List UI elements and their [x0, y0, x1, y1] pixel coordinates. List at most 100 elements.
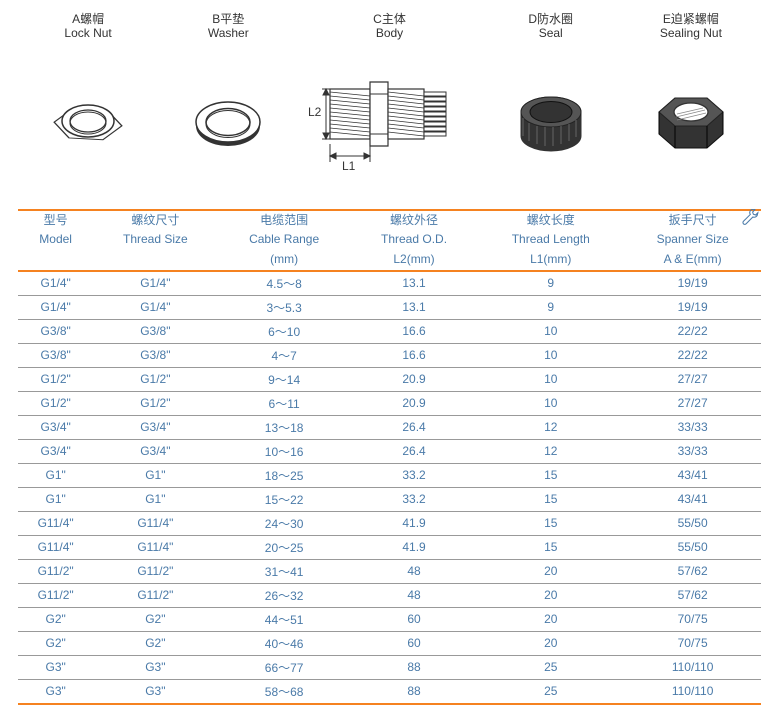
- sealing-nut-icon: [641, 69, 741, 169]
- table-cell: 40～46: [217, 631, 350, 655]
- col-header-en: Cable Range: [217, 230, 350, 250]
- table-cell: 22/22: [624, 319, 761, 343]
- table-cell: 4～7: [217, 343, 350, 367]
- part-label-en: Lock Nut: [18, 26, 158, 40]
- table-cell: 33.2: [351, 487, 477, 511]
- table-cell: G1/2": [93, 367, 217, 391]
- table-cell: G3": [93, 679, 217, 704]
- table-cell: G2": [93, 607, 217, 631]
- table-cell: 33.2: [351, 463, 477, 487]
- table-cell: 25: [477, 679, 624, 704]
- table-cell: 6～11: [217, 391, 350, 415]
- col-header-cn: 电缆范围: [217, 210, 350, 231]
- table-cell: G2": [93, 631, 217, 655]
- table-cell: 27/27: [624, 367, 761, 391]
- table-cell: G3/8": [18, 343, 93, 367]
- table-cell: 18～25: [217, 463, 350, 487]
- table-cell: 88: [351, 679, 477, 704]
- table-cell: 12: [477, 415, 624, 439]
- table-cell: 60: [351, 631, 477, 655]
- table-row: G11/4"G11/4"20～2541.91555/50: [18, 535, 761, 559]
- table-cell: G1": [93, 463, 217, 487]
- part-label-en: Seal: [481, 26, 621, 40]
- washer-icon: [178, 69, 278, 169]
- table-row: G2"G2"44～51602070/75: [18, 607, 761, 631]
- table-cell: G1/4": [93, 271, 217, 296]
- table-cell: 9: [477, 295, 624, 319]
- body-icon: L2 L1: [300, 44, 480, 194]
- table-cell: 13～18: [217, 415, 350, 439]
- table-cell: 10: [477, 343, 624, 367]
- col-header-sub: [93, 250, 217, 271]
- table-cell: G11/2": [93, 583, 217, 607]
- table-cell: G2": [18, 607, 93, 631]
- table-cell: G3": [18, 679, 93, 704]
- table-cell: 70/75: [624, 607, 761, 631]
- table-cell: 3～5.3: [217, 295, 350, 319]
- table-cell: G11/2": [18, 559, 93, 583]
- table-cell: 4.5～8: [217, 271, 350, 296]
- table-cell: 26.4: [351, 439, 477, 463]
- table-cell: 70/75: [624, 631, 761, 655]
- col-header-cn: 螺纹外径: [351, 210, 477, 231]
- table-cell: G11/4": [93, 535, 217, 559]
- part-label-cn: D防水圈: [481, 12, 621, 26]
- table-cell: 48: [351, 583, 477, 607]
- part-label-cn: A螺帽: [18, 12, 158, 26]
- table-cell: 10～16: [217, 439, 350, 463]
- table-cell: 15: [477, 463, 624, 487]
- table-row: G1/4"G1/4"3～5.313.1919/19: [18, 295, 761, 319]
- col-header-sub: (mm): [217, 250, 350, 271]
- table-row: G11/2"G11/2"26～32482057/62: [18, 583, 761, 607]
- table-row: G11/4"G11/4"24～3041.91555/50: [18, 511, 761, 535]
- table-cell: G11/4": [93, 511, 217, 535]
- table-cell: 16.6: [351, 319, 477, 343]
- table-cell: 44～51: [217, 607, 350, 631]
- table-cell: 57/62: [624, 583, 761, 607]
- part-sealing-nut: E迫紧螺帽 Sealing Nut: [621, 12, 761, 189]
- parts-diagram-row: A螺帽 Lock Nut B平垫 Washer: [18, 12, 761, 189]
- col-header-en: Thread Size: [93, 230, 217, 250]
- table-row: G11/2"G11/2"31～41482057/62: [18, 559, 761, 583]
- table-cell: 55/50: [624, 511, 761, 535]
- table-cell: G3/8": [18, 319, 93, 343]
- table-row: G3/4"G3/4"13～1826.41233/33: [18, 415, 761, 439]
- table-row: G1"G1"18～2533.21543/41: [18, 463, 761, 487]
- table-cell: 16.6: [351, 343, 477, 367]
- col-header-en: Model: [18, 230, 93, 250]
- col-header-sub: L1(mm): [477, 250, 624, 271]
- table-cell: G1/4": [18, 295, 93, 319]
- table-cell: G1": [18, 463, 93, 487]
- part-label-cn: B平垫: [158, 12, 298, 26]
- table-cell: G1": [93, 487, 217, 511]
- table-cell: G3/4": [93, 415, 217, 439]
- table-cell: G3/4": [18, 439, 93, 463]
- table-cell: 13.1: [351, 295, 477, 319]
- table-cell: 24～30: [217, 511, 350, 535]
- table-cell: G3/4": [18, 415, 93, 439]
- table-cell: 15: [477, 535, 624, 559]
- table-cell: 20～25: [217, 535, 350, 559]
- table-cell: 25: [477, 655, 624, 679]
- table-cell: G3": [18, 655, 93, 679]
- col-header-en: Spanner Size: [624, 230, 761, 250]
- table-cell: G1/4": [93, 295, 217, 319]
- table-cell: 10: [477, 391, 624, 415]
- table-row: G3"G3"58～688825110/110: [18, 679, 761, 704]
- table-cell: 13.1: [351, 271, 477, 296]
- table-cell: 20.9: [351, 391, 477, 415]
- table-cell: 41.9: [351, 511, 477, 535]
- part-label-en: Washer: [158, 26, 298, 40]
- table-cell: 48: [351, 559, 477, 583]
- table-cell: G2": [18, 631, 93, 655]
- table-row: G1/4"G1/4"4.5～813.1919/19: [18, 271, 761, 296]
- table-cell: 43/41: [624, 463, 761, 487]
- table-row: G3/8"G3/8"4～716.61022/22: [18, 343, 761, 367]
- table-cell: 43/41: [624, 487, 761, 511]
- table-cell: 22/22: [624, 343, 761, 367]
- table-cell: 10: [477, 319, 624, 343]
- dim-l2: L2: [308, 105, 322, 119]
- table-cell: G11/4": [18, 511, 93, 535]
- table-row: G3/4"G3/4"10～1626.41233/33: [18, 439, 761, 463]
- table-cell: 55/50: [624, 535, 761, 559]
